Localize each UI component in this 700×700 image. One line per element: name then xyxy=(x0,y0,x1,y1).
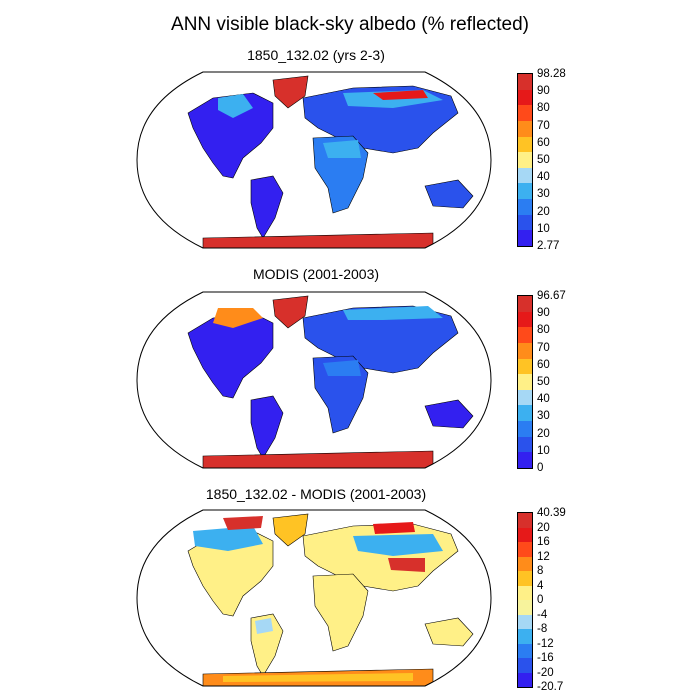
colorbar-segment xyxy=(518,342,532,359)
colorbar-segment xyxy=(518,643,532,658)
colorbar-segment xyxy=(518,105,532,121)
colorbar-tick-label: 0 xyxy=(537,594,544,606)
colorbar-segment xyxy=(518,389,532,406)
colorbar-segment xyxy=(518,585,532,600)
colorbar-segment xyxy=(518,327,532,343)
colorbar-panel-3 xyxy=(517,512,533,688)
colorbar-segment xyxy=(518,199,532,215)
colorbar-tick-label: 2.77 xyxy=(537,240,560,252)
map-panel-2 xyxy=(136,291,492,469)
colorbar-tick-label: 16 xyxy=(537,536,550,548)
colorbar-segment xyxy=(518,296,532,312)
colorbar-tick-label: 10 xyxy=(537,444,550,457)
colorbar-segment xyxy=(518,374,532,390)
colorbar-tick-label: 80 xyxy=(537,324,550,337)
colorbar-segment xyxy=(518,600,532,615)
colorbar-segment xyxy=(518,214,532,231)
colorbar-segment xyxy=(518,405,532,421)
colorbar-segment xyxy=(518,167,532,184)
colorbar-tick-label: 98.28 xyxy=(537,68,566,80)
colorbar-segment xyxy=(518,542,532,557)
colorbar-tick-label: -16 xyxy=(537,652,554,664)
colorbar-tick-label: 60 xyxy=(537,136,550,149)
colorbar-segment xyxy=(518,527,532,542)
figure-title: ANN visible black-sky albedo (% reflecte… xyxy=(171,14,529,35)
colorbar-segment xyxy=(518,152,532,168)
colorbar-tick-label: 20 xyxy=(537,205,550,218)
colorbar-tick-label: 20 xyxy=(537,427,550,440)
colorbar-tick-label: -20 xyxy=(537,666,554,679)
colorbar-panel-2 xyxy=(517,295,533,469)
colorbar-tick-label: 30 xyxy=(537,410,550,423)
colorbar-segment xyxy=(518,672,532,687)
colorbar-tick-label: 0 xyxy=(537,462,544,474)
panel-2-title: MODIS (2001-2003) xyxy=(252,266,380,282)
colorbar-tick-label: 70 xyxy=(537,341,550,354)
colorbar-segment xyxy=(518,311,532,328)
colorbar-tick-label: 80 xyxy=(537,102,550,115)
map-panel-3 xyxy=(136,509,492,687)
colorbar-tick-label: 20 xyxy=(537,521,550,534)
colorbar-segment xyxy=(518,614,532,629)
colorbar-panel-1 xyxy=(517,73,533,247)
colorbar-tick-label: 8 xyxy=(537,565,544,577)
colorbar-segment xyxy=(518,358,532,375)
colorbar-tick-label: 12 xyxy=(537,550,550,563)
colorbar-segment xyxy=(518,421,532,437)
colorbar-segment xyxy=(518,629,532,644)
colorbar-segment xyxy=(518,571,532,586)
colorbar-segment xyxy=(518,120,532,137)
colorbar-tick-label: 10 xyxy=(537,222,550,235)
colorbar-tick-label: -12 xyxy=(537,637,554,650)
colorbar-segment xyxy=(518,436,532,453)
colorbar-tick-label: 50 xyxy=(537,376,550,388)
colorbar-segment xyxy=(518,230,532,246)
colorbar-tick-label: -20.7 xyxy=(537,681,564,693)
colorbar-segment xyxy=(518,658,532,673)
map-panel-1 xyxy=(136,71,492,249)
colorbar-tick-label: 30 xyxy=(537,188,550,201)
panel-3-title: 1850_132.02 - MODIS (2001-2003) xyxy=(205,486,427,502)
colorbar-tick-label: 4 xyxy=(537,579,544,592)
colorbar-tick-label: 50 xyxy=(537,154,550,166)
colorbar-segment xyxy=(518,513,532,528)
panel-1-title: 1850_132.02 (yrs 2-3) xyxy=(247,47,385,63)
colorbar-tick-label: 40 xyxy=(537,171,550,184)
colorbar-tick-label: 40.39 xyxy=(537,507,566,519)
colorbar-segment xyxy=(518,89,532,106)
colorbar-tick-label: -4 xyxy=(537,608,548,621)
colorbar-tick-label: 60 xyxy=(537,358,550,371)
colorbar-tick-label: 40 xyxy=(537,393,550,406)
colorbar-tick-label: 90 xyxy=(537,85,550,98)
colorbar-tick-label: 96.67 xyxy=(537,290,566,302)
colorbar-segment xyxy=(518,556,532,571)
colorbar-tick-label: -8 xyxy=(537,623,548,635)
colorbar-tick-label: 70 xyxy=(537,119,550,132)
colorbar-segment xyxy=(518,183,532,199)
colorbar-segment xyxy=(518,74,532,90)
colorbar-tick-label: 90 xyxy=(537,307,550,320)
colorbar-segment xyxy=(518,452,532,468)
colorbar-segment xyxy=(518,136,532,153)
